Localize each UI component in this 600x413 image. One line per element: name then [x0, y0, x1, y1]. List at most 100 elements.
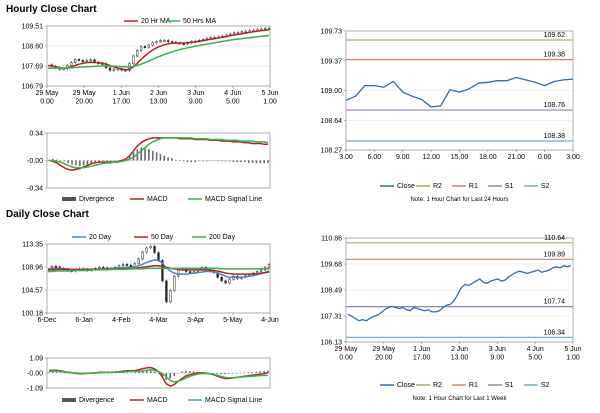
- y-tick-label: 109.68: [321, 262, 343, 269]
- legend-label: Divergence: [79, 397, 115, 404]
- legend-label: MACD Signal Line: [205, 397, 262, 404]
- candle: [240, 31, 244, 34]
- series-d50: [48, 264, 270, 275]
- divergence-bar: [151, 150, 154, 161]
- divergence-bar: [212, 373, 215, 374]
- divergence-bar: [63, 372, 66, 374]
- x-tick-label: 5.00: [528, 355, 542, 362]
- candle: [125, 263, 129, 266]
- x-tick-label: 20.00: [375, 355, 393, 362]
- divergence-bar: [228, 160, 231, 162]
- level-label-S2: 108.38: [544, 133, 566, 140]
- candle: [89, 59, 92, 62]
- legend-swatch: [62, 398, 76, 402]
- series-signal: [49, 137, 269, 169]
- legend-label: 20 Day: [89, 234, 112, 241]
- divergence-bar: [142, 370, 144, 373]
- y-tick-label: 109.51: [22, 24, 44, 31]
- y-tick-label: -0.34: [27, 186, 43, 193]
- candle: [159, 40, 162, 43]
- divergence-bar: [82, 160, 85, 166]
- x-tick-label: 13.00: [150, 99, 168, 106]
- legend-label: Close: [397, 382, 415, 389]
- x-tick-label: 3.00: [566, 154, 580, 161]
- x-tick-label: 4 Jun: [527, 346, 544, 353]
- divergence-bar: [52, 158, 54, 161]
- divergence-bar: [247, 372, 250, 373]
- x-tick-label: 4 Jun: [224, 90, 241, 97]
- divergence-bar: [224, 160, 227, 162]
- candle: [165, 280, 168, 303]
- x-tick-label: 3 Jun: [187, 90, 204, 97]
- y-tick-label: 108.49: [321, 288, 343, 295]
- divergence-bar: [75, 160, 77, 166]
- y-tick-label: 108.64: [321, 118, 343, 125]
- legend-S2: S2: [523, 183, 550, 190]
- divergence-bar: [221, 160, 223, 162]
- y-tick-label: 104.57: [22, 288, 44, 295]
- legend-signal: MACD Signal Line: [188, 397, 262, 404]
- divergence-bar: [161, 373, 164, 377]
- divergence-bar: [78, 160, 81, 167]
- divergence-bar: [98, 160, 100, 163]
- series-ma50: [48, 34, 270, 69]
- y-tick-label: 108.27: [321, 148, 343, 155]
- x-tick-label: 1 Jun: [113, 90, 130, 97]
- divergence-bar: [259, 371, 261, 373]
- y-tick-label: 106.13: [321, 340, 343, 347]
- x-tick-label: 29 May: [73, 90, 96, 97]
- x-tick-label: 17.00: [413, 355, 431, 362]
- divergence-bar: [224, 373, 226, 375]
- divergence-bar: [163, 155, 166, 161]
- divergence-bar: [67, 373, 70, 374]
- divergence-bar: [220, 373, 222, 375]
- divergence-bar: [155, 152, 158, 161]
- divergence-bar: [138, 371, 140, 373]
- divergence-bar: [181, 371, 183, 373]
- x-tick-label: 13.00: [451, 355, 469, 362]
- x-tick-label: 29 May: [372, 346, 395, 353]
- divergence-bar: [153, 371, 156, 373]
- candle: [163, 40, 166, 43]
- candle: [155, 41, 158, 44]
- x-tick-label: 21.00: [507, 154, 525, 161]
- y-tick-label: -0.00: [27, 158, 43, 165]
- legend-divergence: Divergence: [62, 397, 115, 404]
- divergence-bar: [192, 371, 195, 373]
- legend-d200: 200 Day: [192, 234, 236, 241]
- candle: [139, 46, 143, 51]
- legend-label: MACD Signal Line: [205, 196, 262, 203]
- candle: [85, 60, 88, 62]
- divergence-bar: [86, 160, 89, 165]
- y-tick-label: -0.00: [27, 371, 43, 378]
- y-tick-label: 1.09: [29, 356, 43, 363]
- series-ma20: [47, 29, 270, 71]
- y-tick-label: 108.96: [22, 265, 44, 272]
- x-tick-label: 2 Jun: [150, 90, 167, 97]
- divergence-bar: [94, 160, 96, 163]
- legend-S1: S1: [487, 183, 514, 190]
- x-tick-label: 5 Jun: [261, 90, 278, 97]
- candle: [236, 32, 240, 34]
- legend-label: 50 Day: [151, 234, 174, 241]
- divergence-bar: [144, 148, 146, 161]
- divergence-bar: [182, 160, 185, 162]
- legend-S2: S2: [523, 382, 550, 389]
- x-tick-label: 1.00: [566, 355, 580, 362]
- level-label-R2: 109.62: [544, 32, 566, 39]
- legend-label: Divergence: [79, 196, 115, 203]
- divergence-bar: [251, 160, 254, 163]
- x-tick-label: 0.00: [538, 154, 552, 161]
- divergence-bar: [190, 160, 192, 163]
- candle: [121, 263, 125, 266]
- divergence-bar: [157, 373, 160, 374]
- divergence-bar: [174, 159, 177, 161]
- y-tick-label: 113.35: [22, 242, 43, 249]
- candle: [224, 280, 227, 284]
- series-d200: [48, 267, 269, 273]
- divergence-bar: [228, 373, 230, 374]
- candle: [147, 44, 150, 48]
- x-tick-label: 29 May: [36, 90, 59, 97]
- candle: [108, 67, 112, 71]
